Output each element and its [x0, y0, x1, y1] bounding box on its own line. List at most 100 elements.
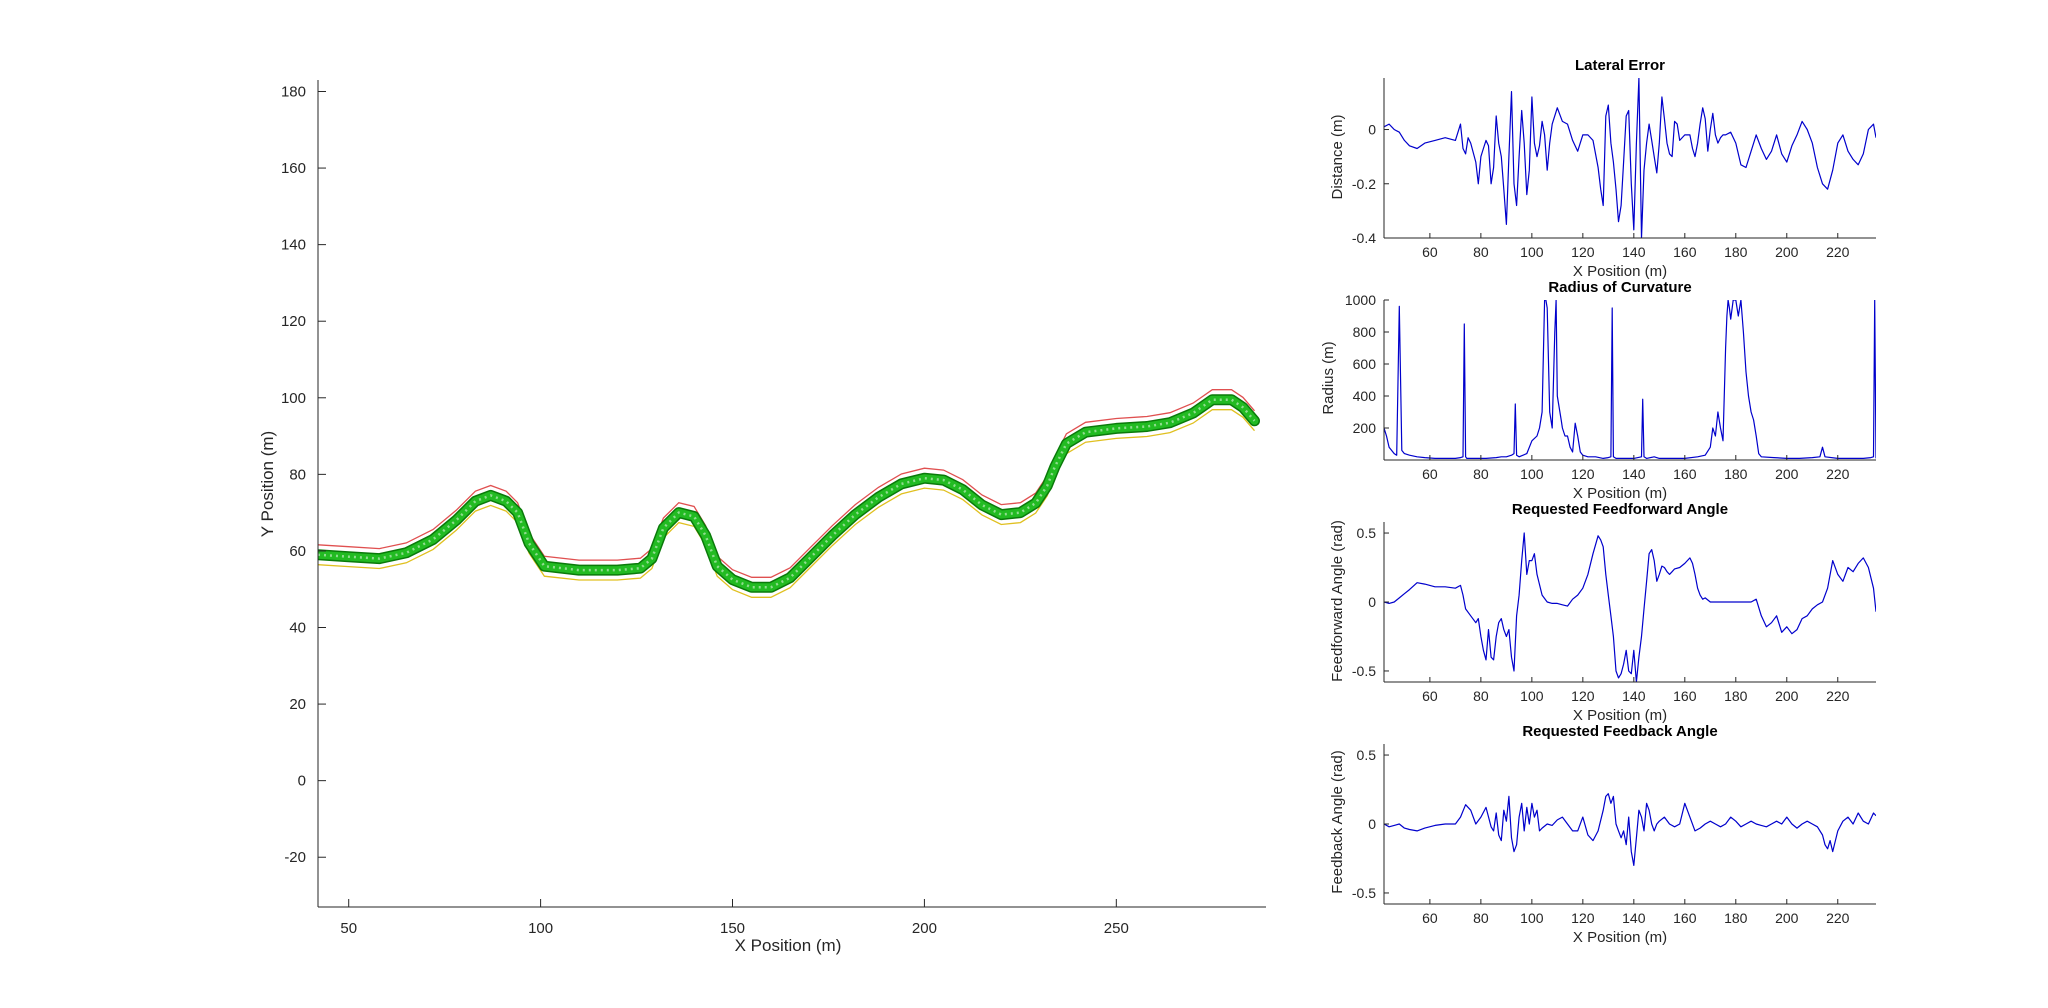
lateral-error-x-tick-label: 180 — [1724, 244, 1748, 260]
radius-x-tick-label: 180 — [1724, 466, 1748, 482]
feedforward-x-tick-label: 200 — [1775, 688, 1799, 704]
feedback-x-tick-label: 160 — [1673, 910, 1697, 926]
feedforward-y-tick-label: 0 — [1368, 594, 1376, 610]
radius-y-tick-label: 400 — [1353, 388, 1377, 404]
feedforward-axes: 60 80 100 120 140 160 180 200 220 -0.5 0 0.5 — [1352, 522, 1876, 704]
lateral-error-x-tick-label: 200 — [1775, 244, 1799, 260]
radius-title: Radius of Curvature — [1548, 279, 1691, 296]
feedforward-x-tick-label: 120 — [1571, 688, 1595, 704]
track-plot-axes: 50 100 150 200 250 -20 0 20 40 60 80 100 120 140 160 18… — [281, 80, 1266, 937]
lateral-error-y-tick-label: 0 — [1368, 122, 1376, 138]
radius-data-layer — [1384, 300, 1876, 459]
track-plot-data-layer — [318, 389, 1260, 598]
track-plot-y-tick-label: 60 — [289, 543, 306, 560]
radius-ylabel: Radius (m) — [1320, 341, 1337, 414]
radius-axes: 60 80 100 120 140 160 180 200 220 200 400 600 800 100… — [1345, 292, 1876, 482]
lateral-error-title: Lateral Error — [1575, 57, 1665, 74]
track-plot-y-tick-label: 180 — [281, 83, 306, 100]
feedback-ylabel: Feedback Angle (rad) — [1329, 750, 1346, 893]
feedback-x-tick-label: 140 — [1622, 910, 1646, 926]
radius-series-line — [1384, 300, 1876, 459]
track-plot-xlabel: X Position (m) — [735, 936, 842, 955]
track-plot-x-tick-label: 150 — [720, 920, 745, 937]
radius-x-tick-label: 220 — [1826, 466, 1850, 482]
radius-y-tick-label: 200 — [1353, 420, 1377, 436]
lateral-error-y-tick-label: -0.4 — [1352, 230, 1376, 246]
radius-x-tick-label: 100 — [1520, 466, 1544, 482]
feedback-x-tick-label: 180 — [1724, 910, 1748, 926]
feedback-x-tick-label: 220 — [1826, 910, 1850, 926]
feedforward-data-layer — [1384, 532, 1876, 682]
feedforward-x-tick-label: 220 — [1826, 688, 1850, 704]
radius-x-tick-label: 60 — [1422, 466, 1438, 482]
radius-x-tick-label: 80 — [1473, 466, 1489, 482]
feedback-axes: 60 80 100 120 140 160 180 200 220 -0.5 0 0.5 — [1352, 744, 1876, 926]
feedback-xlabel: X Position (m) — [1573, 929, 1667, 946]
lateral-error-xlabel: X Position (m) — [1573, 263, 1667, 280]
feedforward-x-tick-label: 180 — [1724, 688, 1748, 704]
feedforward-y-tick-label: 0.5 — [1357, 525, 1377, 541]
track-plot-y-tick-label: 20 — [289, 696, 306, 713]
feedback-y-tick-label: -0.5 — [1352, 885, 1376, 901]
track-plot: 50 100 150 200 250 -20 0 20 40 60 80 100 120 140 160 18… — [258, 80, 1266, 955]
feedforward-xlabel: X Position (m) — [1573, 707, 1667, 724]
feedforward-x-tick-label: 100 — [1520, 688, 1544, 704]
lateral-error-x-tick-label: 60 — [1422, 244, 1438, 260]
track-plot-y-tick-label: 100 — [281, 390, 306, 407]
lateral-error-x-tick-label: 220 — [1826, 244, 1850, 260]
lateral-error-axes: 60 80 100 120 140 160 180 200 220 -0.4 -0.2 0 — [1352, 78, 1876, 260]
track-plot-y-tick-label: 40 — [289, 620, 306, 637]
track-plot-x-tick-label: 50 — [340, 920, 357, 937]
feedforward-x-tick-label: 80 — [1473, 688, 1489, 704]
feedforward-x-tick-label: 160 — [1673, 688, 1697, 704]
feedback-x-tick-label: 120 — [1571, 910, 1595, 926]
feedback-y-tick-label: 0 — [1368, 816, 1376, 832]
track-plot-y-tick-label: -20 — [284, 849, 306, 866]
feedforward-plot: Requested Feedforward Angle 60 80 100 120 14… — [1329, 501, 1876, 724]
track-plot-ylabel: Y Position (m) — [258, 431, 277, 537]
feedback-title: Requested Feedback Angle — [1522, 723, 1717, 740]
feedback-y-tick-label: 0.5 — [1357, 747, 1377, 763]
lateral-error-x-tick-label: 80 — [1473, 244, 1489, 260]
feedback-x-tick-label: 200 — [1775, 910, 1799, 926]
radius-xlabel: X Position (m) — [1573, 485, 1667, 502]
lateral-error-data-layer — [1384, 78, 1876, 238]
feedforward-ylabel: Feedforward Angle (rad) — [1329, 520, 1346, 682]
track-plot-y-tick-label: 80 — [289, 466, 306, 483]
radius-x-tick-label: 200 — [1775, 466, 1799, 482]
lateral-error-y-tick-label: -0.2 — [1352, 176, 1376, 192]
lateral-error-x-tick-label: 100 — [1520, 244, 1544, 260]
lateral-error-x-tick-label: 120 — [1571, 244, 1595, 260]
radius-x-tick-label: 140 — [1622, 466, 1646, 482]
lateral-error-ylabel: Distance (m) — [1329, 114, 1346, 199]
feedforward-y-tick-label: -0.5 — [1352, 663, 1376, 679]
right-boundary-line — [318, 409, 1255, 598]
track-plot-y-tick-label: 0 — [298, 773, 306, 790]
track-plot-y-tick-label: 120 — [281, 313, 306, 330]
track-plot-x-tick-label: 100 — [528, 920, 553, 937]
feedforward-series-line — [1384, 532, 1876, 682]
track-plot-x-tick-label: 200 — [912, 920, 937, 937]
radius-plot: Radius of Curvature 60 80 100 120 140 160 180 2… — [1320, 279, 1876, 502]
left-boundary-line — [318, 389, 1255, 578]
feedforward-title: Requested Feedforward Angle — [1512, 501, 1728, 518]
lateral-error-x-tick-label: 160 — [1673, 244, 1697, 260]
path-marker-line — [318, 398, 1256, 589]
radius-y-tick-label: 800 — [1353, 324, 1377, 340]
feedforward-x-tick-label: 60 — [1422, 688, 1438, 704]
lateral-error-plot: Lateral Error 60 80 100 120 140 160 180 200 220 -… — [1329, 57, 1876, 280]
lateral-error-x-tick-label: 140 — [1622, 244, 1646, 260]
feedback-x-tick-label: 100 — [1520, 910, 1544, 926]
track-plot-x-tick-label: 250 — [1104, 920, 1129, 937]
radius-x-tick-label: 120 — [1571, 466, 1595, 482]
feedback-x-tick-label: 80 — [1473, 910, 1489, 926]
lateral-error-series-line — [1384, 78, 1876, 238]
feedback-series-line — [1384, 793, 1876, 867]
feedback-x-tick-label: 60 — [1422, 910, 1438, 926]
track-plot-y-tick-label: 160 — [281, 160, 306, 177]
radius-y-tick-label: 600 — [1353, 356, 1377, 372]
feedback-plot: Requested Feedback Angle 60 80 100 120 140 16… — [1329, 723, 1876, 946]
radius-x-tick-label: 160 — [1673, 466, 1697, 482]
feedback-data-layer — [1384, 793, 1876, 867]
